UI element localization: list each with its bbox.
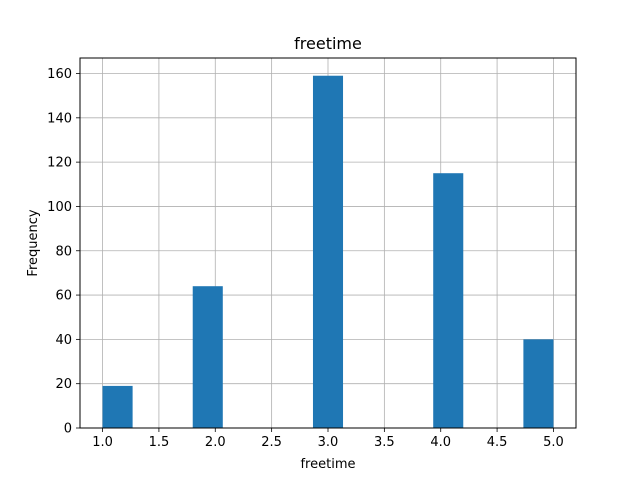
tick-layer: 1.0 1.5 2.0 2.5 3.0 3.5 4.0 4.5 5.0 0 20 40 60 80 100 1… [47,67,564,450]
y-tick-label: 100 [47,200,72,215]
x-tick-label: 2.0 [205,435,226,450]
histogram-bar [102,385,133,428]
y-tick-label: 160 [47,67,72,82]
x-tick-label: 4.5 [487,435,508,450]
y-axis-label: Frequency [26,209,41,276]
y-tick-label: 80 [55,244,72,259]
x-tick-label: 1.0 [92,435,113,450]
y-tick-label: 120 [47,156,72,171]
x-tick-label: 2.5 [261,435,282,450]
y-tick-label: 0 [64,422,72,437]
x-tick-label: 4.0 [430,435,451,450]
y-tick-label: 60 [55,289,72,304]
histogram-bar [192,286,223,428]
y-tick-label: 20 [55,377,72,392]
x-axis-label: freetime [300,457,355,472]
histogram-bar [312,75,344,428]
x-tick-label: 1.5 [149,435,170,450]
chart-title: freetime [294,34,362,53]
histogram-bar [433,173,464,428]
y-tick-label: 140 [47,111,72,126]
y-tick-label: 40 [55,333,72,348]
x-tick-label: 3.5 [374,435,395,450]
x-tick-label: 5.0 [543,435,564,450]
bar-layer [102,75,554,428]
x-tick-label: 3.0 [318,435,339,450]
histogram-bar [523,339,554,428]
